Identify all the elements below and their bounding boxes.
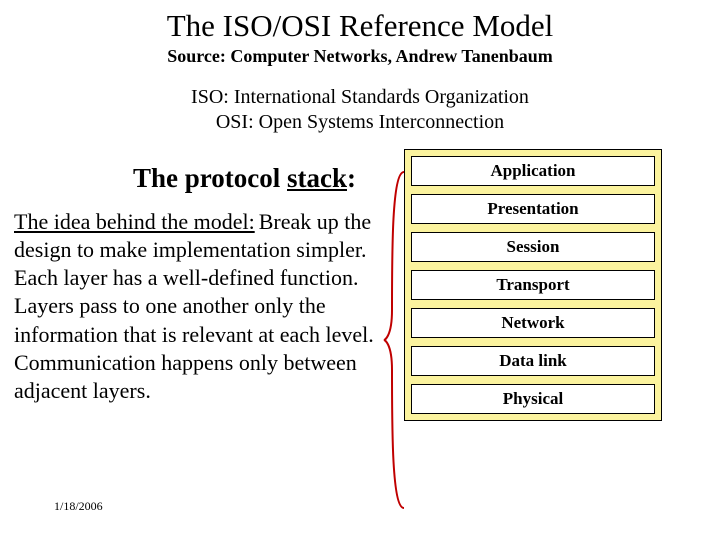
stack-title-post: :: [347, 163, 356, 193]
def-osi: OSI: Open Systems Interconnection: [0, 110, 720, 135]
layer-physical: Physical: [411, 384, 655, 414]
osi-stack-box: Application Presentation Session Transpo…: [404, 149, 662, 421]
layer-transport: Transport: [411, 270, 655, 300]
footer-date: 1/18/2006: [54, 499, 103, 514]
source-line: Source: Computer Networks, Andrew Tanenb…: [0, 46, 720, 67]
layer-session: Session: [411, 232, 655, 262]
idea-heading: The idea behind the model:: [14, 209, 255, 234]
idea-body: Break up the design to make implementati…: [14, 209, 374, 403]
layer-network: Network: [411, 308, 655, 338]
stack-title-word: stack: [287, 163, 347, 193]
definitions: ISO: International Standards Organizatio…: [0, 85, 720, 135]
protocol-stack-title: The protocol stack:: [14, 163, 376, 194]
idea-block: The idea behind the model: Break up the …: [14, 208, 376, 405]
layer-datalink: Data link: [411, 346, 655, 376]
layer-presentation: Presentation: [411, 194, 655, 224]
page-title: The ISO/OSI Reference Model: [0, 8, 720, 44]
left-column: The protocol stack: The idea behind the …: [0, 149, 380, 405]
def-iso: ISO: International Standards Organizatio…: [0, 85, 720, 110]
layer-application: Application: [411, 156, 655, 186]
stack-title-pre: The protocol: [133, 163, 287, 193]
main-area: The protocol stack: The idea behind the …: [0, 149, 720, 405]
right-column: Application Presentation Session Transpo…: [404, 149, 674, 421]
